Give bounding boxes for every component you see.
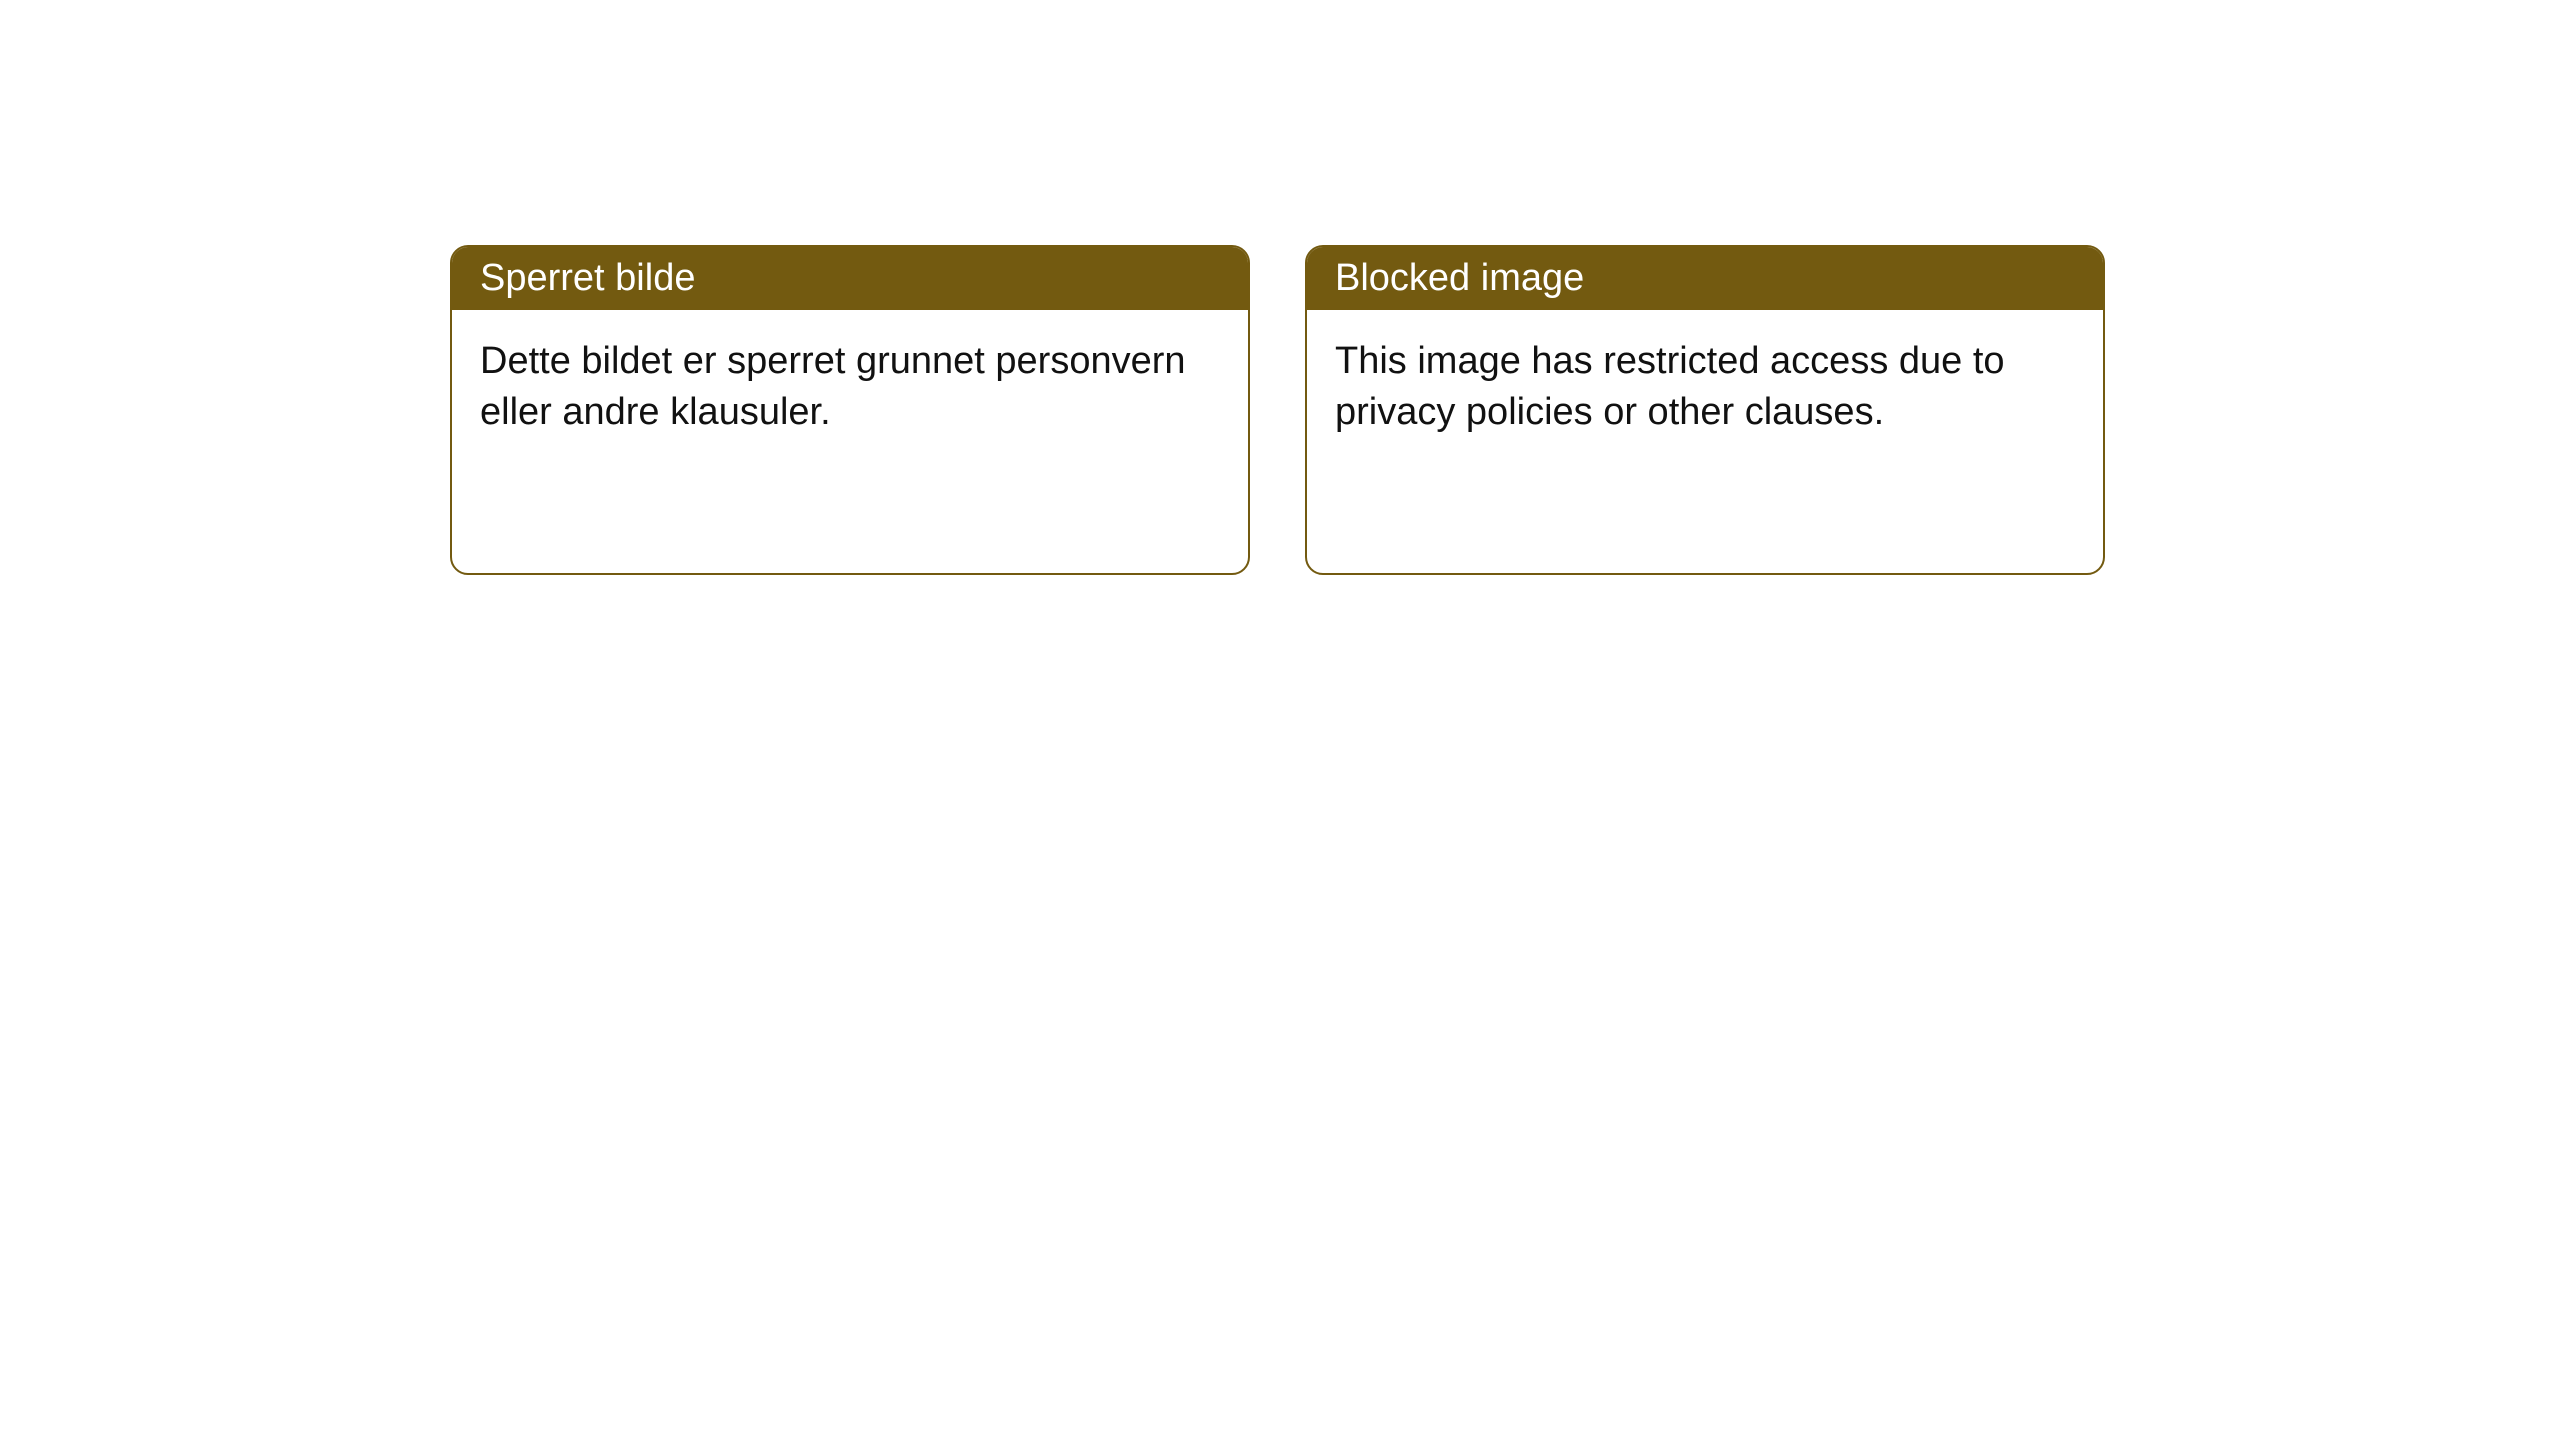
notice-body: Dette bildet er sperret grunnet personve… xyxy=(452,310,1248,465)
notice-message: This image has restricted access due to … xyxy=(1335,340,2005,433)
notice-container: Sperret bilde Dette bildet er sperret gr… xyxy=(450,245,2105,575)
notice-header: Blocked image xyxy=(1307,247,2103,310)
notice-title: Blocked image xyxy=(1335,257,1584,299)
notice-message: Dette bildet er sperret grunnet personve… xyxy=(480,340,1186,433)
notice-card-english: Blocked image This image has restricted … xyxy=(1305,245,2105,575)
notice-card-norwegian: Sperret bilde Dette bildet er sperret gr… xyxy=(450,245,1250,575)
notice-title: Sperret bilde xyxy=(480,257,695,299)
notice-body: This image has restricted access due to … xyxy=(1307,310,2103,465)
notice-header: Sperret bilde xyxy=(452,247,1248,310)
